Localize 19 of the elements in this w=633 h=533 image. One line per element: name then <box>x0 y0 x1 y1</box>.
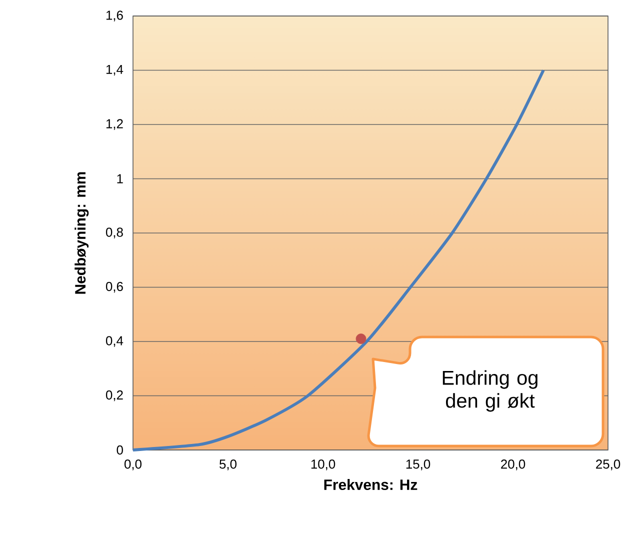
y-tick-label: 1 <box>117 174 123 184</box>
x-tick-label: 10,0 <box>311 460 336 470</box>
y-tick-label: 0 <box>116 445 123 455</box>
x-tick-label: 15,0 <box>406 460 430 470</box>
y-axis-title: Nedbøyning: mm <box>74 172 89 294</box>
x-tick-label: 0,0 <box>124 460 142 470</box>
y-tick-label: 0,8 <box>106 228 123 238</box>
x-tick-label: 25,0 <box>596 460 620 470</box>
y-tick-label: 0,2 <box>106 390 123 402</box>
x-tick-label: 20,0 <box>501 460 526 470</box>
annotation: Endring og den gi økt <box>442 370 538 412</box>
line-series <box>132 68 545 452</box>
y-tick-label: 1,2 <box>106 119 123 130</box>
x-axis-title: Frekvens: Hz <box>324 479 418 490</box>
y-tick-label: 1,4 <box>106 64 124 76</box>
y-tick-label: 1,6 <box>106 10 123 22</box>
y-tick-label: 0,4 <box>106 336 124 347</box>
x-tick-label: 5,0 <box>220 460 237 470</box>
y-tick-label: 0,6 <box>106 282 123 293</box>
